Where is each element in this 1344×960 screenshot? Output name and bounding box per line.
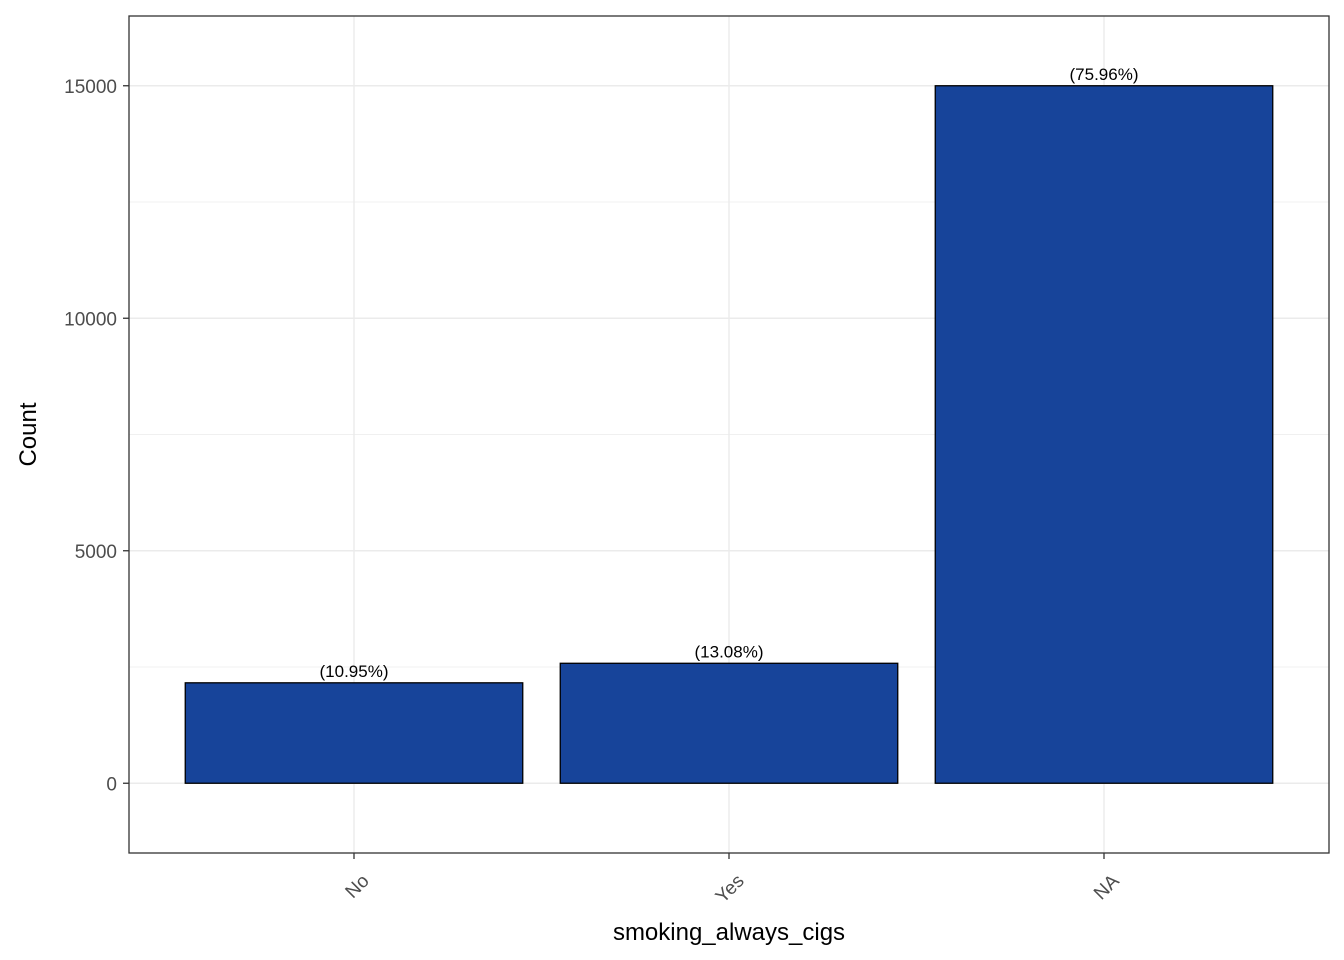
bar-data-label: (10.95%) <box>320 662 389 681</box>
bar-data-label: (13.08%) <box>695 642 764 661</box>
y-tick-label: 5000 <box>75 542 117 563</box>
x-axis-title: smoking_always_cigs <box>613 919 845 946</box>
y-tick-label: 15000 <box>64 77 117 98</box>
y-axis: 0 5000 10000 15000 <box>64 77 129 795</box>
y-tick-label: 10000 <box>64 309 117 330</box>
bar-no <box>184 682 524 784</box>
data-labels: (10.95%) (13.08%) (75.96%) <box>320 65 1139 681</box>
bar-yes <box>559 662 899 784</box>
bar-data-label: (75.96%) <box>1070 65 1139 84</box>
bars <box>184 85 1274 784</box>
y-tick-label: 0 <box>106 774 117 795</box>
y-axis-title: Count <box>15 402 42 466</box>
bar-na <box>934 85 1274 784</box>
